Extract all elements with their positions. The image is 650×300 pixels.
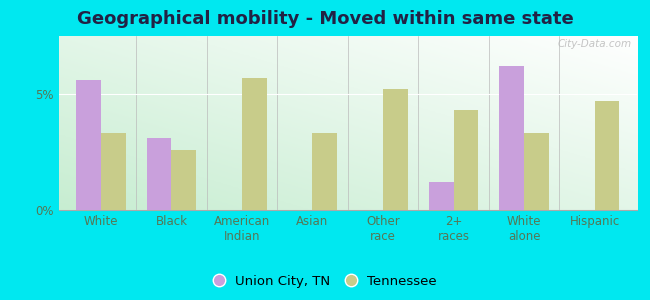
Bar	[383, 89, 408, 210]
Bar	[454, 110, 478, 210]
Text: City-Data.com: City-Data.com	[557, 40, 631, 50]
Bar	[524, 134, 549, 210]
Bar	[76, 80, 101, 210]
Bar	[595, 101, 619, 210]
Legend: Union City, TN, Tennessee: Union City, TN, Tennessee	[208, 269, 442, 293]
Bar	[147, 138, 172, 210]
Bar	[313, 134, 337, 210]
Bar	[172, 150, 196, 210]
Bar	[242, 78, 266, 210]
Bar	[499, 66, 524, 210]
Bar	[429, 182, 454, 210]
Text: Geographical mobility - Moved within same state: Geographical mobility - Moved within sam…	[77, 11, 573, 28]
Bar	[101, 134, 125, 210]
